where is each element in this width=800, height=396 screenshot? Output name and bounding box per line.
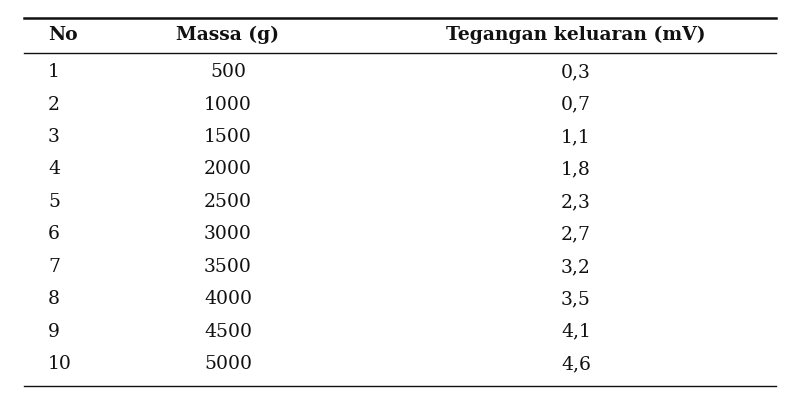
Text: 1500: 1500 bbox=[204, 128, 252, 146]
Text: 3000: 3000 bbox=[204, 225, 252, 244]
Text: 5000: 5000 bbox=[204, 355, 252, 373]
Text: 4500: 4500 bbox=[204, 323, 252, 341]
Text: 4: 4 bbox=[48, 160, 60, 179]
Text: 8: 8 bbox=[48, 290, 60, 308]
Text: 7: 7 bbox=[48, 258, 60, 276]
Text: 4,1: 4,1 bbox=[561, 323, 591, 341]
Text: 1,8: 1,8 bbox=[561, 160, 591, 179]
Text: 3,5: 3,5 bbox=[561, 290, 591, 308]
Text: 2,7: 2,7 bbox=[561, 225, 591, 244]
Text: Massa (g): Massa (g) bbox=[177, 26, 279, 44]
Text: 2000: 2000 bbox=[204, 160, 252, 179]
Text: 3: 3 bbox=[48, 128, 60, 146]
Text: 1000: 1000 bbox=[204, 95, 252, 114]
Text: 0,3: 0,3 bbox=[561, 63, 591, 81]
Text: No: No bbox=[48, 26, 78, 44]
Text: 4000: 4000 bbox=[204, 290, 252, 308]
Text: 1,1: 1,1 bbox=[561, 128, 591, 146]
Text: 1: 1 bbox=[48, 63, 60, 81]
Text: 3500: 3500 bbox=[204, 258, 252, 276]
Text: 4,6: 4,6 bbox=[561, 355, 591, 373]
Text: 5: 5 bbox=[48, 193, 60, 211]
Text: 2,3: 2,3 bbox=[561, 193, 591, 211]
Text: 500: 500 bbox=[210, 63, 246, 81]
Text: 6: 6 bbox=[48, 225, 60, 244]
Text: 2: 2 bbox=[48, 95, 60, 114]
Text: 10: 10 bbox=[48, 355, 72, 373]
Text: 3,2: 3,2 bbox=[561, 258, 591, 276]
Text: 0,7: 0,7 bbox=[561, 95, 591, 114]
Text: 9: 9 bbox=[48, 323, 60, 341]
Text: Tegangan keluaran (mV): Tegangan keluaran (mV) bbox=[446, 26, 706, 44]
Text: 2500: 2500 bbox=[204, 193, 252, 211]
